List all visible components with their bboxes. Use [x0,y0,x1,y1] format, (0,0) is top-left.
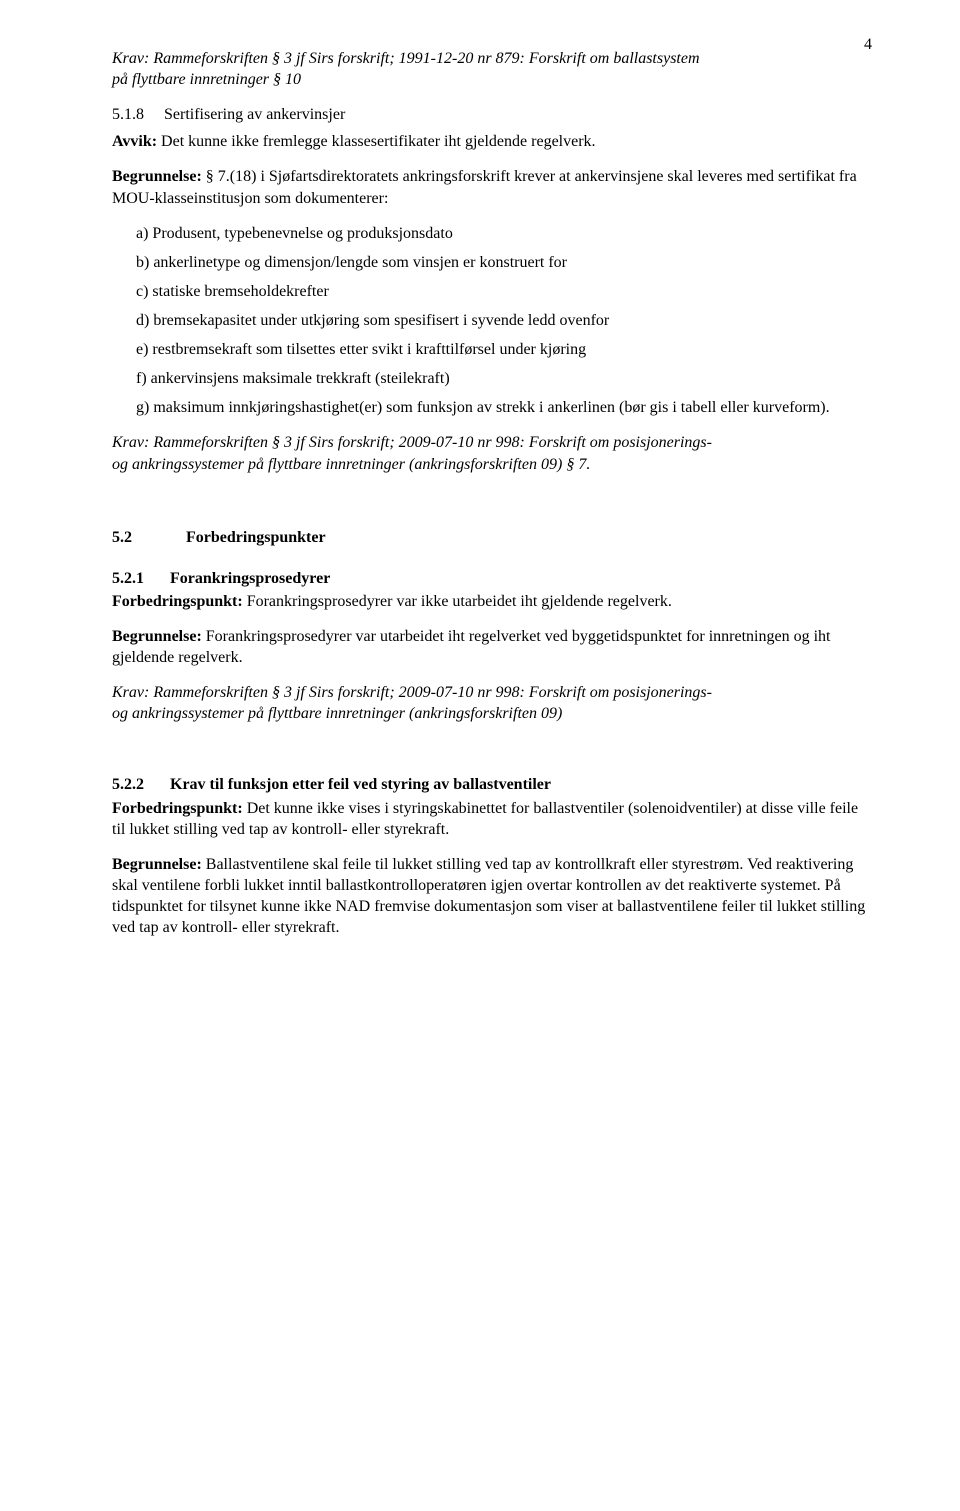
section-title: Forankringsprosedyrer [170,570,330,587]
list-item: g) maksimum innkjøringshastighet(er) som… [112,397,872,418]
avvik-text: Det kunne ikke fremlegge klassesertifika… [157,133,596,150]
krav-3-line1: Krav: Rammeforskriften § 3 jf Sirs forsk… [112,684,712,701]
begrunnelse-text: Ballastventilene skal feile til lukket s… [112,856,865,936]
spacer [112,489,872,505]
section-number: 5.2.1 [112,568,170,589]
krav-2: Krav: Rammeforskriften § 3 jf Sirs forsk… [112,432,872,474]
begrunnelse-522: Begrunnelse: Ballastventilene skal feile… [112,854,872,938]
document-page: 4 Krav: Rammeforskriften § 3 jf Sirs for… [0,0,960,1511]
list-item: f) ankervinsjens maksimale trekkraft (st… [112,368,872,389]
krav-2-line2: og ankringssystemer på flyttbare innretn… [112,456,590,473]
section-5-1-8-heading: 5.1.8 Sertifisering av ankervinsjer [112,104,872,125]
list-item: e) restbremsekraft som tilsettes etter s… [112,339,872,360]
section-title: Sertifisering av ankervinsjer [164,106,345,123]
avvik-label: Avvik: [112,133,157,150]
list-518: a) Produsent, typebenevnelse og produksj… [112,223,872,419]
begrunnelse-text: § 7.(18) i Sjøfartsdirektoratets ankring… [112,168,857,206]
avvik-518: Avvik: Det kunne ikke fremlegge klassese… [112,131,872,152]
begrunnelse-text: Forankringsprosedyrer var utarbeidet iht… [112,628,831,666]
section-5-2-heading: 5.2Forbedringspunkter [112,527,872,548]
krav-1-line1: Krav: Rammeforskriften § 3 jf Sirs forsk… [112,50,700,67]
krav-2-line1: Krav: Rammeforskriften § 3 jf Sirs forsk… [112,434,712,451]
begrunnelse-label: Begrunnelse: [112,856,202,873]
section-number: 5.2.2 [112,774,170,795]
krav-3: Krav: Rammeforskriften § 3 jf Sirs forsk… [112,682,872,724]
begrunnelse-521: Begrunnelse: Forankringsprosedyrer var u… [112,626,872,668]
section-title: Krav til funksjon etter feil ved styring… [170,776,551,793]
spacer [112,738,872,754]
forbedringspunkt-label: Forbedringspunkt: [112,593,243,610]
forbedringspunkt-522: Forbedringspunkt: Det kunne ikke vises i… [112,798,872,840]
begrunnelse-label: Begrunnelse: [112,168,202,185]
list-item: d) bremsekapasitet under utkjøring som s… [112,310,872,331]
list-item: a) Produsent, typebenevnelse og produksj… [112,223,872,244]
forbedringspunkt-521: Forbedringspunkt: Forankringsprosedyrer … [112,591,872,612]
section-5-2-1-heading: 5.2.1Forankringsprosedyrer [112,568,872,589]
page-number: 4 [864,34,872,55]
list-item: c) statiske bremseholdekrefter [112,281,872,302]
section-title: Forbedringspunkter [186,529,326,546]
krav-1: Krav: Rammeforskriften § 3 jf Sirs forsk… [112,48,872,90]
krav-3-line2: og ankringssystemer på flyttbare innretn… [112,705,562,722]
krav-1-line2: på flyttbare innretninger § 10 [112,71,301,88]
list-item: b) ankerlinetype og dimensjon/lengde som… [112,252,872,273]
begrunnelse-label: Begrunnelse: [112,628,202,645]
forbedringspunkt-text: Forankringsprosedyrer var ikke utarbeide… [243,593,672,610]
section-5-2-2-heading: 5.2.2Krav til funksjon etter feil ved st… [112,774,872,795]
section-number: 5.2 [112,527,186,548]
begrunnelse-518: Begrunnelse: § 7.(18) i Sjøfartsdirektor… [112,166,872,208]
section-number: 5.1.8 [112,104,160,125]
forbedringspunkt-label: Forbedringspunkt: [112,800,243,817]
